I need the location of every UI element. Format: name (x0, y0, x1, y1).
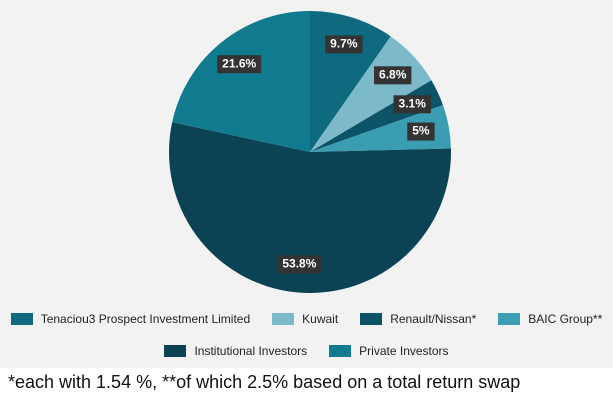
data-label-text: 3.1% (399, 96, 427, 110)
pie-slice (310, 36, 432, 153)
pie-slice (168, 122, 451, 293)
data-label-text: 6.8% (379, 67, 407, 81)
pie-slice (172, 11, 310, 152)
legend-label: Kuwait (302, 312, 339, 326)
data-label-text: 21.6% (222, 56, 256, 70)
data-label-box (374, 66, 412, 85)
data-label-box (325, 35, 363, 54)
legend-swatch (498, 313, 521, 325)
legend-label: Renault/Nissan* (390, 312, 477, 326)
pie-area: 9.7% 6.8% 3.1% 5% 53.8% 21.6% (168, 11, 451, 293)
legend-item: BAIC Group** (498, 312, 602, 326)
data-label-box (217, 55, 262, 74)
data-label-box (277, 255, 322, 274)
data-label-text: 9.7% (330, 37, 358, 51)
legend-swatch (10, 313, 33, 325)
data-label: 9.7% (325, 35, 363, 54)
legend-item: Institutional Investors (164, 344, 307, 358)
legend-swatch (164, 345, 187, 357)
data-label: 21.6% (217, 55, 262, 74)
legend-item: Renault/Nissan* (360, 312, 476, 326)
legend-item: Tenaciou3 Prospect Investment Limited (10, 312, 251, 326)
data-label: 3.1% (393, 95, 431, 114)
data-label-text: 53.8% (282, 256, 316, 270)
footnote: *each with 1.54 %, **of which 2.5% based… (8, 372, 521, 392)
legend-label: Institutional Investors (194, 344, 308, 358)
data-label-box (393, 95, 431, 114)
legend-item: Private Investors (329, 344, 449, 358)
legend-item: Kuwait (272, 312, 338, 326)
legend: Institutional Investors Private Investors (0, 344, 613, 358)
chart: 9.7% 6.8% 3.1% 5% 53.8% 21.6% Tenaciou3 Prosp… (0, 0, 613, 368)
legend-swatch (329, 345, 352, 357)
data-label-box (407, 122, 435, 141)
legend-swatch (272, 313, 295, 325)
data-label-text: 5% (412, 124, 430, 138)
legend-label: BAIC Group** (528, 312, 603, 326)
data-label: 5% (407, 122, 435, 141)
legend: Tenaciou3 Prospect Investment Limited Kuw… (0, 312, 613, 326)
data-label: 53.8% (277, 255, 322, 274)
legend-label: Private Investors (359, 344, 449, 358)
legend-swatch (360, 313, 383, 325)
legend-label: Tenaciou3 Prospect Investment Limited (40, 312, 251, 326)
data-label: 6.8% (374, 66, 412, 85)
